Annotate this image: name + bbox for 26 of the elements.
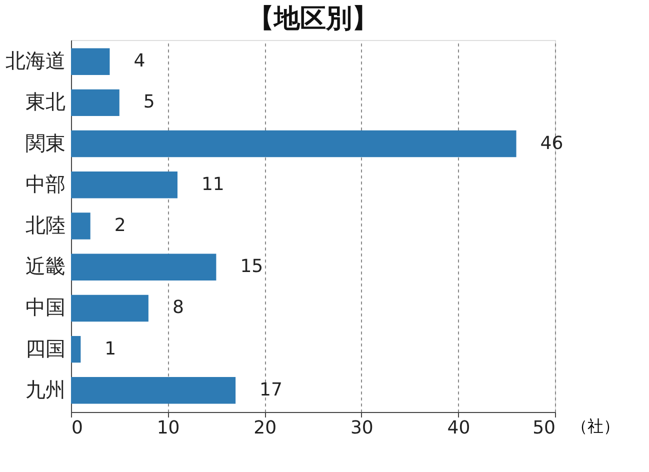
x-tick-label: 10 [156,418,180,438]
y-tick-label: 関東 [26,130,66,155]
data-label: 1 [104,338,116,360]
x-tick-label: 30 [350,418,374,438]
data-label: 8 [172,297,184,318]
x-axis-title: （社） [572,416,620,436]
data-label: 15 [240,256,264,278]
y-tick-label: 中部 [26,172,66,196]
y-tick-label: 近畿 [26,254,66,278]
data-label: 17 [260,379,282,400]
data-label: 11 [201,174,224,195]
y-tick-label: 九州 [26,377,66,402]
data-label: 4 [134,50,146,72]
chart-title: 【地区別】 [248,4,378,34]
y-tick-label: 北海道 [6,48,66,73]
x-tick-label: 40 [447,418,470,438]
data-label: 2 [114,215,126,236]
y-tick-label: 北陸 [26,213,66,237]
x-tick-label: 20 [254,418,277,438]
data-label: 46 [540,132,564,154]
y-tick-label: 中国 [26,295,66,320]
y-tick-label: 四国 [26,336,66,360]
data-label: 5 [143,92,155,113]
x-tick-label: 50 [532,418,556,438]
x-tick-label: 0 [72,418,83,438]
y-tick-label: 東北 [26,90,66,114]
